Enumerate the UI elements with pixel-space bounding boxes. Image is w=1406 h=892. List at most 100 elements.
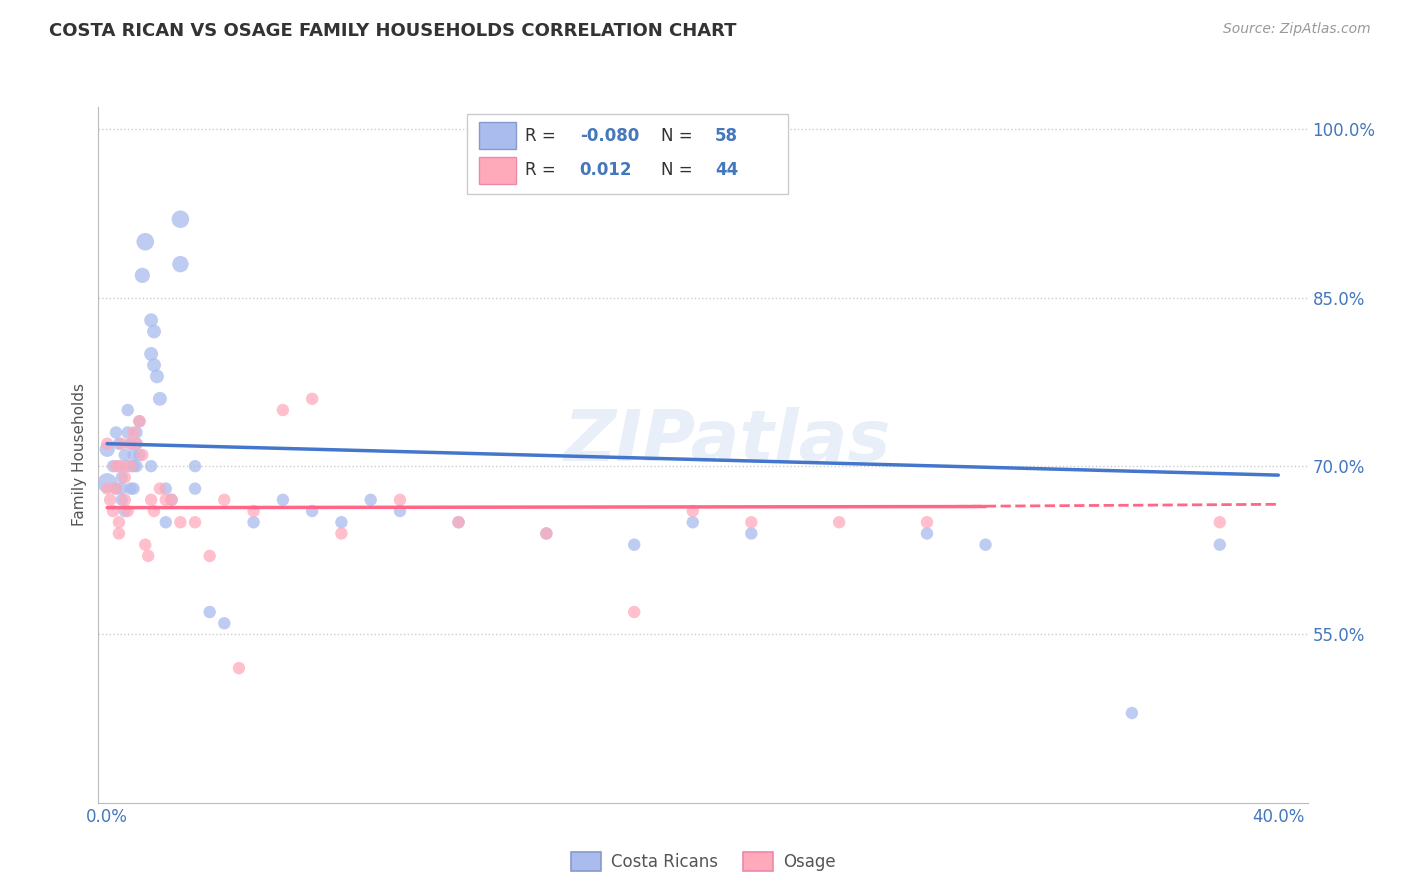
Point [146,369,169,384]
Text: N =: N = [661,127,697,145]
Point [120,436,142,450]
Point [139,347,162,361]
Point [623,605,645,619]
Point [120,436,142,450]
Point [117,459,139,474]
Point [740,526,762,541]
FancyBboxPatch shape [479,122,516,149]
Legend: Costa Ricans, Osage: Costa Ricans, Osage [564,846,842,878]
Point [125,436,148,450]
Point [682,515,704,529]
Point [149,482,172,496]
Point [915,515,938,529]
Point [96,475,118,490]
Point [974,538,997,552]
Point [155,492,177,507]
Point [155,482,177,496]
Point [214,616,236,631]
Point [131,268,153,283]
Point [111,470,134,484]
Point [740,515,762,529]
Point [111,459,134,474]
Y-axis label: Family Households: Family Households [72,384,87,526]
Point [108,515,131,529]
Point [111,436,134,450]
Point [128,414,150,428]
Point [120,482,142,496]
Text: -0.080: -0.080 [579,127,638,145]
Point [682,504,704,518]
Point [98,492,121,507]
Text: ZIPatlas: ZIPatlas [564,407,891,475]
Text: COSTA RICAN VS OSAGE FAMILY HOUSEHOLDS CORRELATION CHART: COSTA RICAN VS OSAGE FAMILY HOUSEHOLDS C… [49,22,737,40]
Point [125,436,148,450]
FancyBboxPatch shape [467,114,787,194]
Point [96,482,118,496]
Point [111,482,134,496]
Point [125,459,148,474]
Point [96,442,118,457]
Point [155,515,177,529]
Point [101,504,124,518]
Point [134,538,156,552]
Point [108,459,131,474]
Text: 58: 58 [716,127,738,145]
Point [623,538,645,552]
Point [143,358,166,372]
Point [128,414,150,428]
Point [104,482,127,496]
Point [271,492,294,507]
Point [122,448,145,462]
Point [131,448,153,462]
Point [104,459,127,474]
Point [536,526,558,541]
Text: R =: R = [526,161,561,179]
Point [1209,538,1232,552]
Point [915,526,938,541]
Point [536,526,558,541]
Point [122,459,145,474]
Point [160,492,183,507]
Point [143,325,166,339]
Point [301,392,323,406]
Point [136,549,159,563]
Point [114,448,136,462]
Point [108,436,131,450]
Point [184,482,207,496]
Point [134,235,156,249]
Point [1121,706,1143,720]
Point [101,459,124,474]
Text: R =: R = [526,127,561,145]
Point [447,515,470,529]
Point [122,482,145,496]
Text: 44: 44 [716,161,738,179]
Point [388,492,411,507]
Point [271,403,294,417]
Point [228,661,250,675]
FancyBboxPatch shape [479,157,516,184]
Point [169,212,191,227]
Point [96,436,118,450]
Text: 0.012: 0.012 [579,161,633,179]
Point [114,504,136,518]
Point [120,459,142,474]
Point [1209,515,1232,529]
Point [184,459,207,474]
Point [330,526,353,541]
Point [117,425,139,440]
Point [143,504,166,518]
Point [330,515,353,529]
Point [139,459,162,474]
Point [104,482,127,496]
Point [242,504,264,518]
Point [117,504,139,518]
Point [149,392,172,406]
Point [114,470,136,484]
Point [301,504,323,518]
Point [114,492,136,507]
Point [360,492,382,507]
Point [828,515,851,529]
Point [214,492,236,507]
Point [388,504,411,518]
Point [447,515,470,529]
